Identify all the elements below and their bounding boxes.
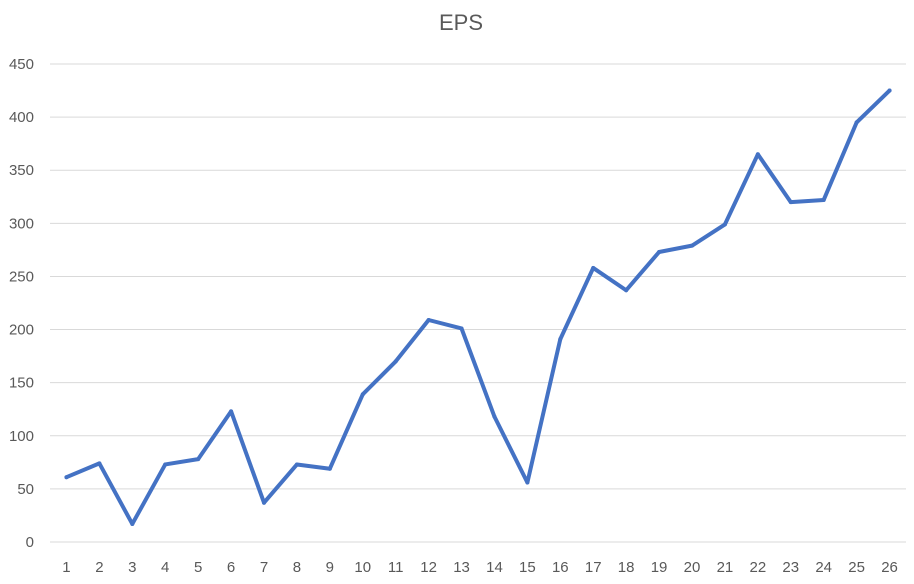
y-tick-label: 200 bbox=[9, 322, 34, 339]
data-point-14 bbox=[492, 414, 497, 419]
x-tick-label: 14 bbox=[486, 559, 503, 576]
y-tick-label: 0 bbox=[26, 534, 34, 551]
data-point-9 bbox=[327, 466, 332, 471]
x-tick-label: 6 bbox=[227, 559, 235, 576]
data-point-26 bbox=[887, 88, 892, 93]
y-tick-label: 350 bbox=[9, 162, 34, 179]
data-point-8 bbox=[294, 462, 299, 467]
y-tick-label: 450 bbox=[9, 56, 34, 73]
data-point-17 bbox=[591, 265, 596, 270]
x-tick-label: 9 bbox=[326, 559, 334, 576]
x-tick-label: 2 bbox=[95, 559, 103, 576]
x-tick-label: 20 bbox=[684, 559, 701, 576]
data-point-15 bbox=[525, 480, 530, 485]
x-tick-label: 26 bbox=[881, 559, 898, 576]
x-axis-tick-labels: 1 2 3 4 5 6 7 8 9 10 11 12 13 14 15 16 17 18 19 20 21 22 23 24 2… bbox=[62, 559, 898, 576]
data-point-19 bbox=[657, 250, 662, 255]
data-point-21 bbox=[722, 222, 727, 227]
data-point-5 bbox=[196, 457, 201, 462]
x-tick-label: 3 bbox=[128, 559, 136, 576]
data-point-11 bbox=[393, 359, 398, 364]
data-point-22 bbox=[755, 152, 760, 157]
data-point-1 bbox=[64, 475, 69, 480]
y-tick-label: 150 bbox=[9, 375, 34, 392]
x-tick-label: 15 bbox=[519, 559, 536, 576]
y-tick-label: 100 bbox=[9, 428, 34, 445]
x-tick-label: 16 bbox=[552, 559, 569, 576]
data-point-2 bbox=[97, 461, 102, 466]
data-point-25 bbox=[854, 120, 859, 125]
y-tick-label: 250 bbox=[9, 268, 34, 285]
x-tick-label: 25 bbox=[848, 559, 865, 576]
x-tick-label: 13 bbox=[453, 559, 470, 576]
x-tick-label: 4 bbox=[161, 559, 169, 576]
chart-title: EPS bbox=[439, 10, 483, 35]
data-point-12 bbox=[426, 317, 431, 322]
x-tick-label: 7 bbox=[260, 559, 268, 576]
data-point-16 bbox=[558, 337, 563, 342]
data-point-3 bbox=[130, 521, 135, 526]
data-point-20 bbox=[690, 243, 694, 248]
x-tick-label: 24 bbox=[815, 559, 832, 576]
x-tick-label: 5 bbox=[194, 559, 202, 576]
y-tick-label: 300 bbox=[9, 215, 34, 232]
x-tick-label: 19 bbox=[651, 559, 668, 576]
x-tick-label: 17 bbox=[585, 559, 602, 576]
data-point-4 bbox=[163, 462, 168, 467]
data-point-18 bbox=[624, 288, 629, 293]
x-tick-label: 8 bbox=[293, 559, 301, 576]
x-tick-label: 11 bbox=[388, 559, 404, 576]
x-tick-label: 22 bbox=[750, 559, 767, 576]
x-tick-label: 23 bbox=[782, 559, 799, 576]
data-point-7 bbox=[262, 500, 266, 505]
y-tick-label: 50 bbox=[17, 481, 34, 498]
y-axis-tick-labels: 0 50 100 150 200 250 300 350 400 450 bbox=[9, 56, 34, 551]
x-tick-label: 18 bbox=[618, 559, 635, 576]
x-tick-label: 10 bbox=[354, 559, 371, 576]
x-tick-label: 21 bbox=[717, 559, 734, 576]
x-tick-label: 12 bbox=[420, 559, 437, 576]
data-point-10 bbox=[360, 392, 365, 397]
y-tick-label: 400 bbox=[9, 109, 34, 126]
data-point-24 bbox=[821, 197, 826, 202]
x-tick-label: 1 bbox=[62, 559, 70, 576]
data-point-23 bbox=[788, 200, 793, 205]
gridlines bbox=[50, 63, 906, 543]
data-point-13 bbox=[459, 326, 464, 331]
data-point-6 bbox=[229, 409, 234, 414]
series-layer bbox=[64, 88, 892, 526]
series-line-0 bbox=[64, 88, 892, 526]
